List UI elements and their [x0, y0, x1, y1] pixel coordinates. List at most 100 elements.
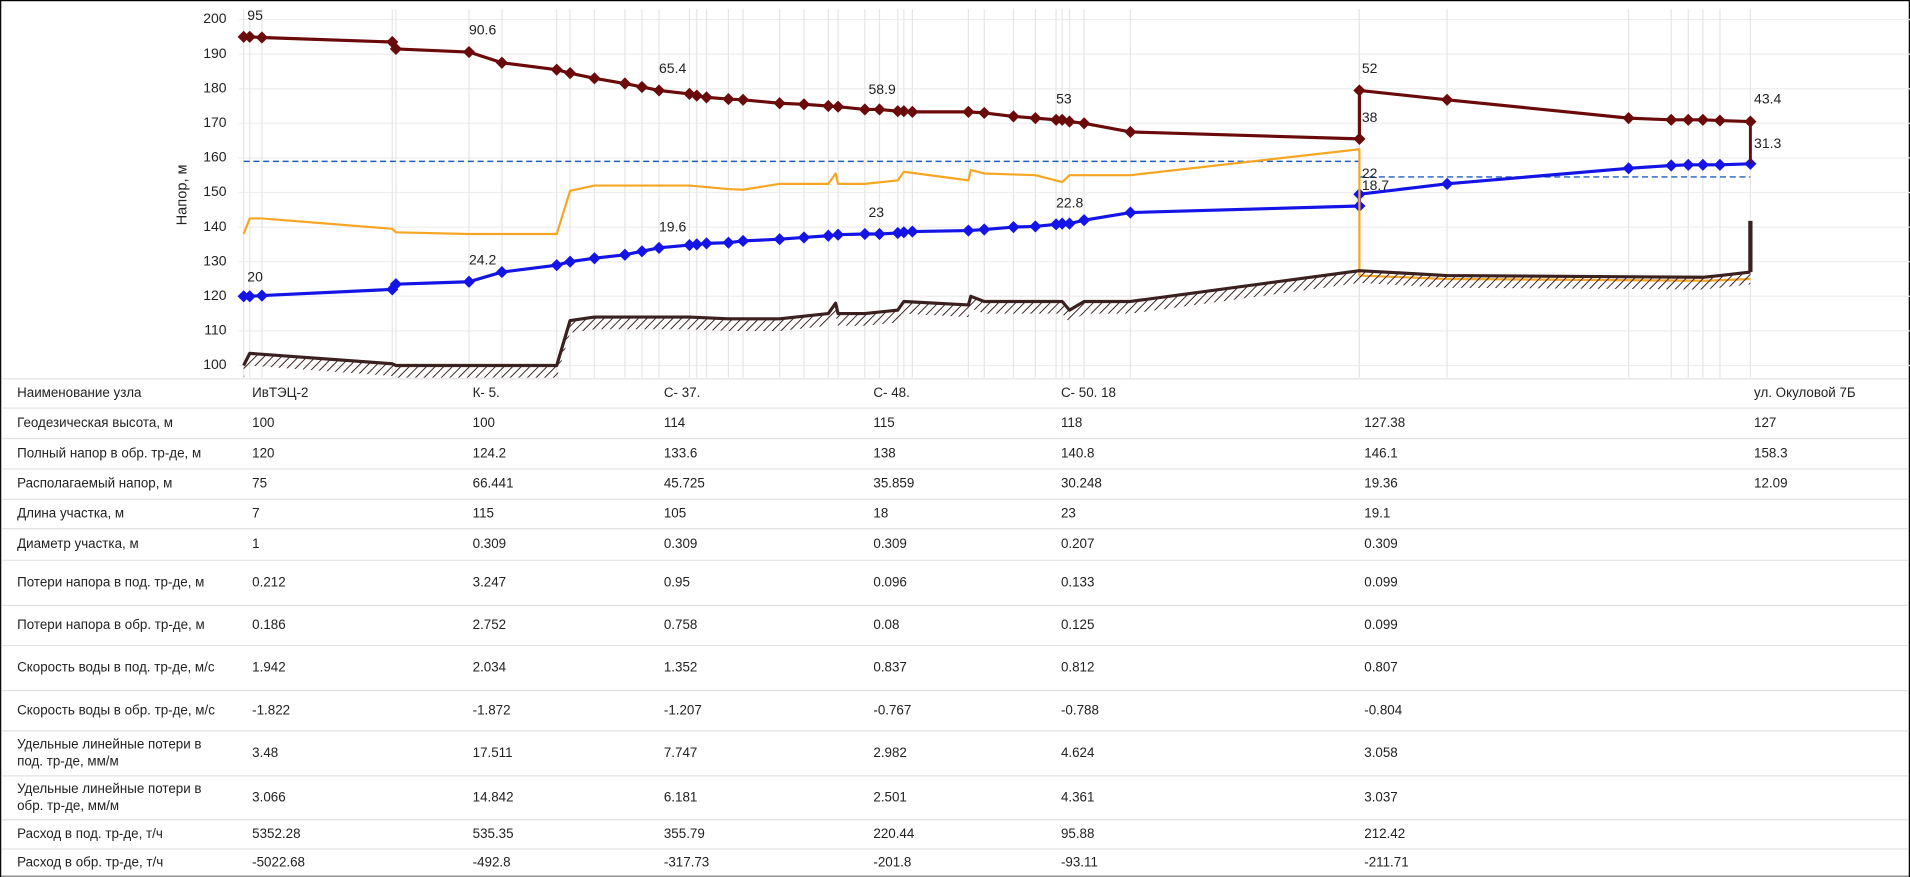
- table-cell: 0.133: [1061, 574, 1094, 589]
- table-cell: 3.48: [252, 745, 278, 760]
- node-marker: [700, 237, 713, 250]
- row-label: Потери напора в под. тр-де, м: [17, 574, 204, 589]
- table-cell: 138: [873, 445, 895, 460]
- table-cell: 0.212: [252, 574, 285, 589]
- table-cell: 124.2: [473, 445, 506, 460]
- table-cell: 0.95: [664, 574, 690, 589]
- node-marker: [897, 226, 910, 239]
- row-label: Полный напор в обр. тр-де, м: [17, 445, 201, 460]
- table-cell: 0.807: [1364, 660, 1397, 675]
- node-marker: [1665, 159, 1678, 172]
- y-tick-label: 120: [203, 287, 227, 303]
- node-marker: [652, 241, 666, 254]
- node-marker: [564, 255, 577, 268]
- table-cell: 3.066: [252, 789, 285, 804]
- node-marker: [550, 259, 563, 272]
- node-marker: [773, 233, 786, 246]
- node-marker: [700, 91, 713, 104]
- table-cell: 0.309: [873, 536, 906, 551]
- row-label: Скорость воды в обр. тр-де, м/с: [17, 702, 215, 717]
- table-cell: 212.42: [1364, 826, 1405, 841]
- table-cell: 7.747: [664, 745, 697, 760]
- table-cell: 1.352: [664, 660, 697, 675]
- annotation: 38: [1362, 109, 1378, 125]
- table-cell: 19.1: [1364, 506, 1390, 521]
- table-cell: 30.248: [1061, 476, 1102, 491]
- y-tick-label: 100: [203, 356, 227, 372]
- table-cell: 127.38: [1364, 415, 1405, 430]
- table-cell: 6.181: [664, 789, 697, 804]
- row-label: Потери напора в обр. тр-де, м: [17, 617, 205, 632]
- table-cell: 14.842: [473, 789, 514, 804]
- table-cell: 4.624: [1061, 745, 1095, 760]
- y-tick-label: 180: [203, 79, 227, 95]
- table-cell: 115: [873, 415, 894, 430]
- y-tick-label: 130: [203, 252, 227, 268]
- node-marker: [690, 89, 703, 102]
- annotation: 90.6: [469, 21, 496, 37]
- table-cell: 2.034: [473, 660, 507, 675]
- node-marker: [635, 245, 649, 258]
- table-cell: -0.767: [873, 702, 911, 717]
- table-cell: 133.6: [664, 445, 697, 460]
- table-cell: 17.511: [473, 745, 513, 760]
- node-marker: [255, 289, 269, 302]
- table-cell: 127: [1754, 415, 1776, 430]
- node-marker: [1622, 112, 1635, 125]
- table-cell: 355.79: [664, 826, 705, 841]
- table-cell: 220.44: [873, 826, 914, 841]
- table-cell: 0.099: [1364, 574, 1397, 589]
- table-cell: 120: [252, 445, 274, 460]
- node-marker: [1124, 206, 1137, 219]
- table-cell: 0.837: [873, 660, 906, 675]
- table-cell: 0.309: [664, 536, 697, 551]
- annotation: 23: [869, 204, 885, 220]
- header-cell: С- 37.: [664, 385, 700, 400]
- node-marker: [797, 98, 811, 111]
- header-cell: ул. Окуловой 7Б: [1754, 385, 1856, 400]
- table-cell: 105: [664, 506, 686, 521]
- row-label: под. тр-де, мм/м: [17, 753, 119, 768]
- table-cell: 2.982: [873, 745, 906, 760]
- y-tick-label: 190: [203, 45, 227, 61]
- header-cell: К- 5.: [473, 385, 500, 400]
- table-cell: -1.872: [473, 702, 511, 717]
- row-label: Скорость воды в под. тр-де, м/с: [17, 660, 215, 675]
- series-line: [242, 269, 1751, 368]
- table-cell: 18: [873, 506, 888, 521]
- table-cell: 23: [1061, 506, 1076, 521]
- table-cell: -5022.68: [252, 855, 305, 870]
- node-marker: [1441, 177, 1454, 190]
- table-cell: -317.73: [664, 855, 709, 870]
- node-marker: [822, 229, 835, 242]
- table-cell: 2.501: [873, 789, 906, 804]
- node-marker: [618, 248, 631, 261]
- table-cell: -211.71: [1364, 855, 1408, 870]
- y-tick-label: 110: [204, 322, 227, 338]
- table-cell: 535.35: [473, 826, 514, 841]
- table-cell: 0.207: [1061, 536, 1094, 551]
- table-cell: 115: [473, 506, 494, 521]
- node-marker: [1353, 132, 1366, 145]
- node-marker: [897, 105, 910, 118]
- table-cell: -492.8: [473, 855, 511, 870]
- grid: 100 110 120 130 140 150 160 170 180 190 200: [203, 9, 1910, 378]
- node-marker: [389, 42, 403, 56]
- table-cell: 5352.28: [252, 826, 300, 841]
- table-cell: -201.8: [873, 855, 911, 870]
- table-cell: 114: [664, 415, 686, 430]
- node-marker: [1696, 158, 1709, 171]
- annotation: 20: [247, 268, 263, 284]
- node-marker: [978, 106, 991, 120]
- table-cell: 3.058: [1364, 745, 1397, 760]
- table-cell: 118: [1061, 415, 1082, 430]
- annotation: 52: [1362, 60, 1378, 76]
- row-label: Удельные линейные потери в: [17, 736, 201, 751]
- table-cell: 0.309: [473, 536, 506, 551]
- row-label: Располагаемый напор, м: [17, 476, 172, 491]
- node-marker: [1124, 125, 1137, 139]
- annotation: 22: [1362, 165, 1378, 181]
- node-marker: [858, 103, 871, 116]
